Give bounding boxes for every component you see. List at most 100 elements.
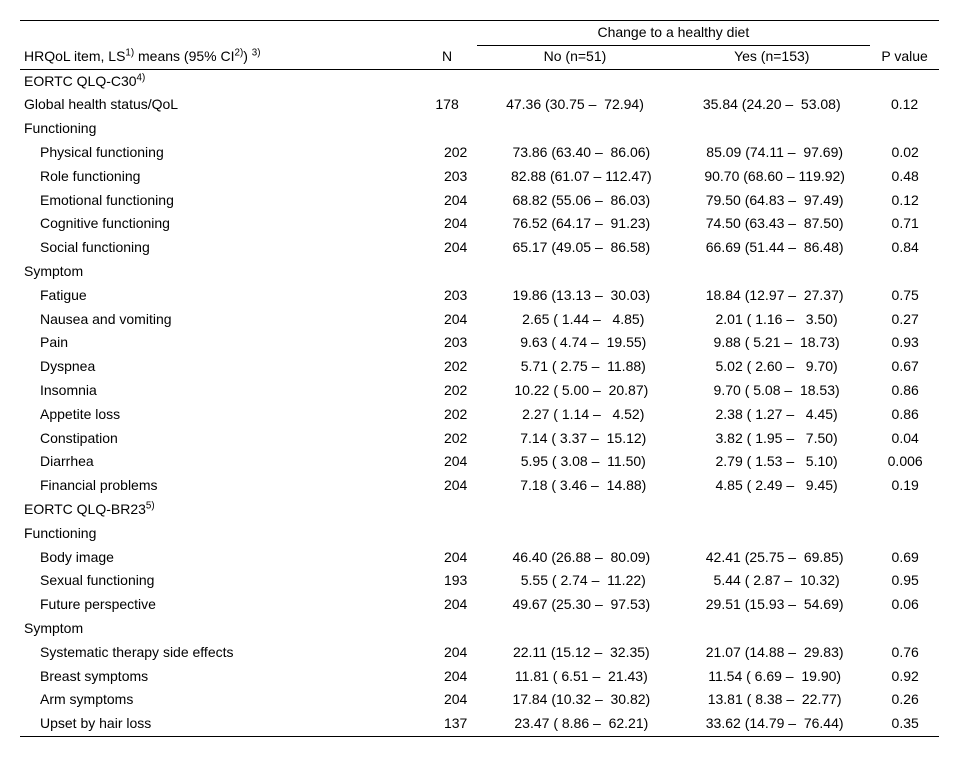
table-row: Insomnia20210.22 ( 5.00 – 20.87) 9.70 ( … bbox=[20, 379, 939, 403]
row-label: Cognitive functioning bbox=[20, 212, 427, 236]
row-yes: 79.50 (64.83 – 97.49) bbox=[678, 189, 871, 213]
row-p: 0.19 bbox=[871, 474, 939, 498]
table-row: Body image20446.40 (26.88 – 80.09)42.41 … bbox=[20, 546, 939, 570]
table-row: Dyspnea202 5.71 ( 2.75 – 11.88) 5.02 ( 2… bbox=[20, 355, 939, 379]
row-n: 203 bbox=[427, 284, 485, 308]
table-row: Arm symptoms20417.84 (10.32 – 30.82)13.8… bbox=[20, 688, 939, 712]
table-body: EORTC QLQ-C304)Global health status/QoL1… bbox=[20, 70, 939, 736]
table-row: Cognitive functioning20476.52 (64.17 – 9… bbox=[20, 212, 939, 236]
row-n: 137 bbox=[427, 712, 485, 736]
row-label: Constipation bbox=[20, 427, 427, 451]
row-no: 7.14 ( 3.37 – 15.12) bbox=[485, 427, 678, 451]
row-label: Symptom bbox=[20, 260, 418, 284]
row-p: 0.04 bbox=[871, 427, 939, 451]
row-yes: 13.81 ( 8.38 – 22.77) bbox=[678, 688, 871, 712]
row-no: 7.18 ( 3.46 – 14.88) bbox=[485, 474, 678, 498]
row-yes: 2.38 ( 1.27 – 4.45) bbox=[678, 403, 871, 427]
row-p: 0.75 bbox=[871, 284, 939, 308]
row-n: 193 bbox=[427, 569, 485, 593]
row-n: 203 bbox=[427, 165, 485, 189]
row-yes: 2.01 ( 1.16 – 3.50) bbox=[678, 308, 871, 332]
row-yes: 5.44 ( 2.87 – 10.32) bbox=[678, 569, 871, 593]
row-yes: 2.79 ( 1.53 – 5.10) bbox=[678, 450, 871, 474]
row-label: Financial problems bbox=[20, 474, 427, 498]
row-label: EORTC QLQ-C304) bbox=[20, 70, 418, 94]
row-no: 46.40 (26.88 – 80.09) bbox=[485, 546, 678, 570]
row-p: 0.76 bbox=[871, 641, 939, 665]
row-no: 11.81 ( 6.51 – 21.43) bbox=[485, 665, 678, 689]
row-p: 0.27 bbox=[871, 308, 939, 332]
row-no: 76.52 (64.17 – 91.23) bbox=[485, 212, 678, 236]
row-n: 178 bbox=[418, 93, 477, 117]
row-yes: 9.70 ( 5.08 – 18.53) bbox=[678, 379, 871, 403]
table-row: Social functioning20465.17 (49.05 – 86.5… bbox=[20, 236, 939, 260]
row-no: 22.11 (15.12 – 32.35) bbox=[485, 641, 678, 665]
row-yes: 11.54 ( 6.69 – 19.90) bbox=[678, 665, 871, 689]
table-row: Financial problems204 7.18 ( 3.46 – 14.8… bbox=[20, 474, 939, 498]
row-yes: 18.84 (12.97 – 27.37) bbox=[678, 284, 871, 308]
row-yes: 4.85 ( 2.49 – 9.45) bbox=[678, 474, 871, 498]
row-yes: 29.51 (15.93 – 54.69) bbox=[678, 593, 871, 617]
header-p: P value bbox=[870, 45, 939, 69]
row-label: Insomnia bbox=[20, 379, 427, 403]
row-label: Upset by hair loss bbox=[20, 712, 427, 736]
row-label: Fatigue bbox=[20, 284, 427, 308]
row-p: 0.26 bbox=[871, 688, 939, 712]
row-p: 0.95 bbox=[871, 569, 939, 593]
row-n: 204 bbox=[427, 546, 485, 570]
row-label: Appetite loss bbox=[20, 403, 427, 427]
row-label: EORTC QLQ-BR235) bbox=[20, 498, 418, 522]
table-bottom-rule bbox=[20, 736, 939, 738]
row-n: 204 bbox=[427, 212, 485, 236]
row-yes: 33.62 (14.79 – 76.44) bbox=[678, 712, 871, 736]
row-no: 19.86 (13.13 – 30.03) bbox=[485, 284, 678, 308]
row-p: 0.86 bbox=[871, 379, 939, 403]
row-label: Emotional functioning bbox=[20, 189, 427, 213]
table-row: Upset by hair loss13723.47 ( 8.86 – 62.2… bbox=[20, 712, 939, 736]
table-row: Global health status/QoL17847.36 (30.75 … bbox=[20, 93, 939, 117]
row-p: 0.06 bbox=[871, 593, 939, 617]
row-no: 17.84 (10.32 – 30.82) bbox=[485, 688, 678, 712]
row-no: 5.95 ( 3.08 – 11.50) bbox=[485, 450, 678, 474]
row-yes: 74.50 (63.43 – 87.50) bbox=[678, 212, 871, 236]
row-n: 204 bbox=[427, 308, 485, 332]
header-n: N bbox=[418, 45, 477, 69]
section-row: EORTC QLQ-BR235) bbox=[20, 498, 939, 522]
row-label: Functioning bbox=[20, 522, 418, 546]
row-label: Dyspnea bbox=[20, 355, 427, 379]
row-yes: 3.82 ( 1.95 – 7.50) bbox=[678, 427, 871, 451]
row-p: 0.93 bbox=[871, 331, 939, 355]
header-no: No (n=51) bbox=[477, 45, 674, 69]
row-n: 204 bbox=[427, 688, 485, 712]
table-row: Role functioning20382.88 (61.07 – 112.47… bbox=[20, 165, 939, 189]
row-n: 202 bbox=[427, 427, 485, 451]
row-label: Role functioning bbox=[20, 165, 427, 189]
row-n: 204 bbox=[427, 236, 485, 260]
table-row: Appetite loss202 2.27 ( 1.14 – 4.52) 2.3… bbox=[20, 403, 939, 427]
section-row: Symptom bbox=[20, 617, 939, 641]
row-p: 0.48 bbox=[871, 165, 939, 189]
row-yes: 85.09 (74.11 – 97.69) bbox=[678, 141, 871, 165]
header-label: HRQoL item, LS1) means (95% CI2)) 3) bbox=[20, 45, 418, 69]
row-yes: 5.02 ( 2.60 – 9.70) bbox=[678, 355, 871, 379]
row-no: 9.63 ( 4.74 – 19.55) bbox=[485, 331, 678, 355]
row-p: 0.12 bbox=[870, 93, 939, 117]
row-n: 204 bbox=[427, 189, 485, 213]
row-no: 65.17 (49.05 – 86.58) bbox=[485, 236, 678, 260]
section-row: EORTC QLQ-C304) bbox=[20, 70, 939, 94]
table-row: Physical functioning20273.86 (63.40 – 86… bbox=[20, 141, 939, 165]
row-n: 204 bbox=[427, 474, 485, 498]
row-yes: 42.41 (25.75 – 69.85) bbox=[678, 546, 871, 570]
row-label: Pain bbox=[20, 331, 427, 355]
row-yes: 90.70 (68.60 – 119.92) bbox=[678, 165, 871, 189]
row-n: 203 bbox=[427, 331, 485, 355]
section-row: Functioning bbox=[20, 117, 939, 141]
table-row: Future perspective20449.67 (25.30 – 97.5… bbox=[20, 593, 939, 617]
table-row: Pain203 9.63 ( 4.74 – 19.55) 9.88 ( 5.21… bbox=[20, 331, 939, 355]
row-label: Physical functioning bbox=[20, 141, 427, 165]
row-p: 0.69 bbox=[871, 546, 939, 570]
row-p: 0.006 bbox=[871, 450, 939, 474]
row-p: 0.12 bbox=[871, 189, 939, 213]
table-row: Sexual functioning193 5.55 ( 2.74 – 11.2… bbox=[20, 569, 939, 593]
row-n: 204 bbox=[427, 450, 485, 474]
